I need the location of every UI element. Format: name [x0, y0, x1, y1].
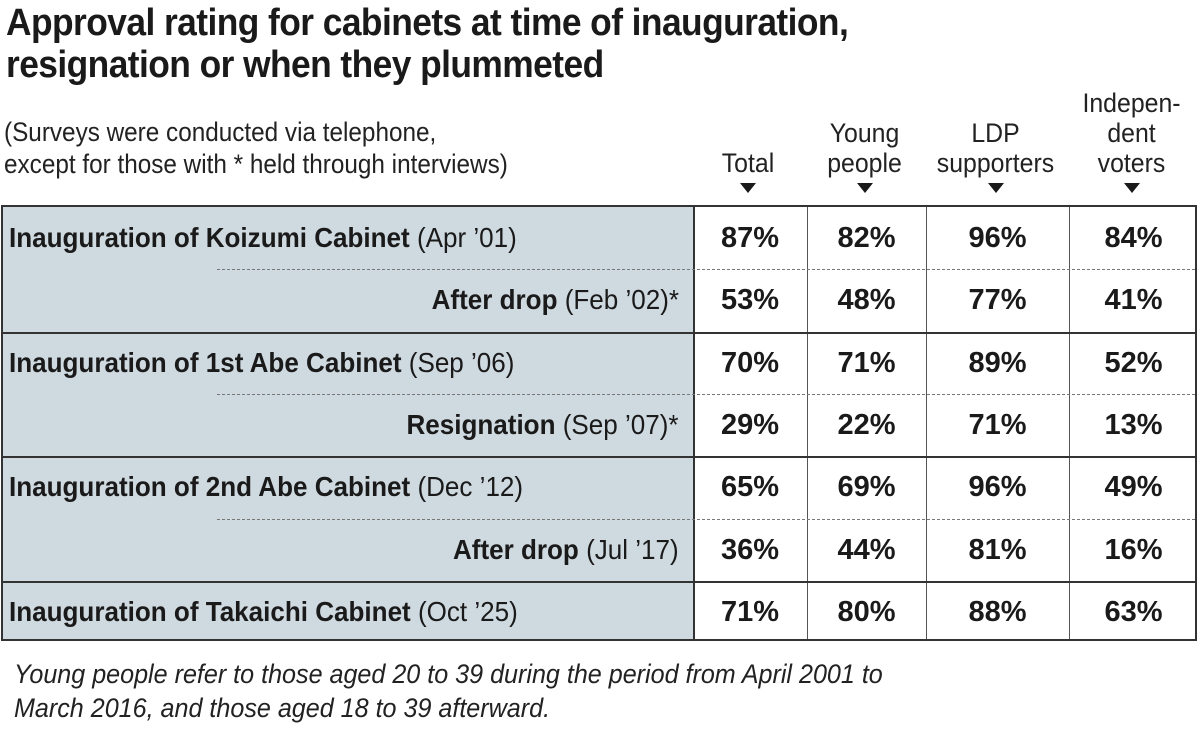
chart-subtitle: (Surveys were conducted via telephone, e…: [4, 116, 508, 180]
row-divider: [3, 331, 1195, 334]
footnote-line-1: Young people refer to those aged 20 to 3…: [14, 659, 883, 689]
column-header-line: Indepen-: [1082, 88, 1181, 118]
row-date: (Feb ’02)*: [564, 284, 679, 316]
label-column-background: [3, 207, 695, 639]
table-cell: 41%: [1104, 284, 1163, 317]
title-line-1: Approval rating for cabinets at time of …: [6, 2, 849, 44]
column-header-line: [801, 88, 929, 118]
table-cell: 36%: [720, 533, 780, 566]
row-date: (Oct ’25): [417, 595, 518, 627]
column-header: LDP supporters: [921, 88, 1071, 178]
data-table: Inauguration of Koizumi Cabinet (Apr ’01…: [1, 205, 1197, 641]
column-header: Total: [686, 88, 809, 178]
row-date: (Sep ’06): [408, 346, 515, 378]
table-cell: 69%: [837, 471, 896, 504]
row-event: After drop: [453, 533, 580, 565]
table-cell: 81%: [968, 533, 1027, 566]
row-label: Inauguration of 2nd Abe Cabinet (Dec ’12…: [9, 456, 523, 518]
table-cell: 13%: [1104, 408, 1163, 441]
subtitle-line-2: except for those with * held through int…: [4, 149, 508, 179]
row-date: (Jul ’17): [586, 533, 679, 565]
row-event: Inauguration of Koizumi Cabinet: [9, 222, 410, 253]
table-cell: 71%: [837, 346, 896, 379]
dashed-row-divider: [217, 518, 1195, 520]
table-cell: 71%: [968, 408, 1027, 441]
subtitle-line-1: (Surveys were conducted via telephone,: [4, 117, 437, 147]
column-header-line: supporters: [936, 148, 1055, 178]
table-cell: 22%: [837, 408, 896, 441]
dashed-row-divider: [217, 393, 1195, 395]
table-cell: 48%: [837, 284, 896, 317]
table-cell: 77%: [968, 284, 1027, 317]
dashed-row-divider: [217, 269, 1195, 271]
table-cell: 52%: [1104, 346, 1163, 379]
row-event: Resignation: [406, 408, 556, 440]
table-cell: 65%: [720, 471, 780, 504]
row-date: (Sep ’07)*: [563, 408, 679, 440]
table-cell: 89%: [968, 346, 1027, 379]
row-date: (Dec ’12): [417, 471, 524, 503]
column-header-line: Total: [721, 148, 775, 178]
chart-title: Approval rating for cabinets at time of …: [6, 2, 849, 86]
column-header-line: Young: [829, 118, 900, 148]
row-divider: [3, 456, 1195, 459]
down-arrow-icon: [1123, 183, 1140, 193]
column-divider: [926, 207, 927, 639]
column-header-line: LDP: [971, 118, 1020, 148]
row-label: After drop (Feb ’02)*: [432, 269, 679, 331]
footnote-line-2: March 2016, and those aged 18 to 39 afte…: [14, 693, 551, 723]
row-label: Inauguration of Koizumi Cabinet (Apr ’01…: [9, 207, 517, 269]
row-divider: [3, 580, 1195, 583]
down-arrow-icon: [987, 183, 1004, 193]
table-cell: 29%: [720, 408, 780, 441]
table-cell: 96%: [968, 222, 1027, 254]
row-event: After drop: [431, 284, 558, 316]
table-cell: 88%: [968, 595, 1027, 628]
down-arrow-icon: [856, 183, 873, 193]
table-cell: 53%: [720, 284, 780, 317]
column-divider: [807, 207, 808, 639]
column-header-line: people: [827, 148, 902, 178]
table-cell: 44%: [837, 533, 896, 566]
row-date: (Apr ’01): [416, 222, 517, 253]
column-header-line: [921, 88, 1071, 118]
column-header: Young people: [801, 88, 929, 178]
table-cell: 16%: [1104, 533, 1163, 566]
row-event: Inauguration of Takaichi Cabinet: [9, 595, 411, 627]
column-header-line: voters: [1097, 148, 1166, 178]
table-cell: 82%: [837, 222, 896, 254]
down-arrow-icon: [740, 183, 756, 193]
column-header-line: [686, 88, 809, 118]
column-divider: [1069, 207, 1070, 639]
table-cell: 63%: [1104, 595, 1163, 628]
table-cell: 71%: [720, 595, 780, 628]
row-label: After drop (Jul ’17): [453, 519, 679, 581]
row-label: Inauguration of 1st Abe Cabinet (Sep ’06…: [9, 332, 514, 394]
table-cell: 87%: [720, 222, 780, 254]
row-event: Inauguration of 2nd Abe Cabinet: [9, 471, 411, 503]
column-header-line: [686, 118, 809, 148]
row-label: Inauguration of Takaichi Cabinet (Oct ’2…: [9, 581, 518, 643]
column-header-line: dent: [1107, 118, 1156, 148]
row-label: Resignation (Sep ’07)*: [407, 394, 679, 456]
row-event: Inauguration of 1st Abe Cabinet: [9, 346, 402, 378]
table-cell: 84%: [1104, 222, 1163, 254]
table-cell: 96%: [968, 471, 1027, 504]
title-line-2: resignation or when they plummeted: [6, 44, 604, 86]
table-cell: 70%: [720, 346, 780, 379]
table-cell: 80%: [837, 595, 896, 628]
footnote: Young people refer to those aged 20 to 3…: [14, 657, 883, 725]
column-header: Indepen-dent voters: [1063, 88, 1200, 178]
table-cell: 49%: [1104, 471, 1163, 504]
